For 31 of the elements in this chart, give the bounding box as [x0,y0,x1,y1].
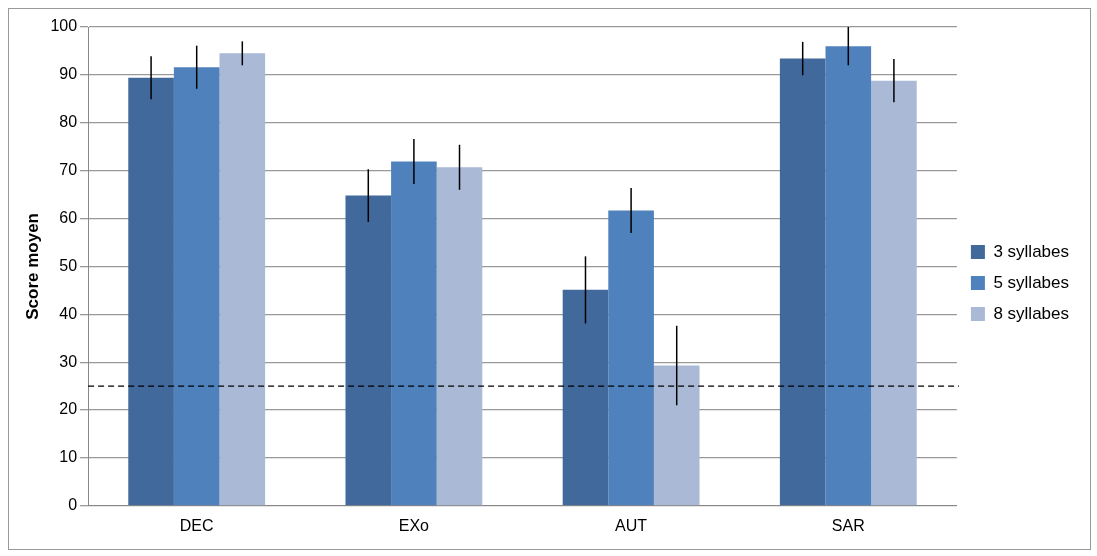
y-tick-label: 20 [59,400,78,418]
bar [128,77,174,506]
bar [608,210,654,506]
bar [825,46,872,506]
y-tick-label: 100 [50,17,78,35]
y-tick-label: 60 [59,208,78,226]
y-tick-label: 90 [59,65,78,83]
y-tick-label: 70 [59,161,78,179]
bar [436,167,483,506]
y-tick-label: 10 [59,448,78,466]
y-tick-label: 40 [59,304,78,322]
bar [653,365,700,506]
y-tick-label: 0 [68,496,78,514]
y-axis-title: Score moyen [22,213,42,320]
bar [871,80,917,506]
x-tick-label: EXo [398,516,430,534]
y-tick-label: 30 [59,352,78,370]
legend-label: 8 syllabes [993,303,1070,323]
bar [173,67,220,506]
y-tick-label: 80 [59,113,78,131]
bar [345,195,392,506]
bar [562,289,609,506]
bar [779,58,826,506]
legend-label: 5 syllabes [993,272,1070,292]
y-tick-label: 50 [59,256,78,274]
x-tick-label: DEC [179,516,214,534]
x-tick-label: SAR [831,516,865,534]
bar [219,53,266,506]
bar [391,161,437,506]
legend-label: 3 syllabes [993,241,1070,261]
x-tick-label: AUT [615,516,648,534]
